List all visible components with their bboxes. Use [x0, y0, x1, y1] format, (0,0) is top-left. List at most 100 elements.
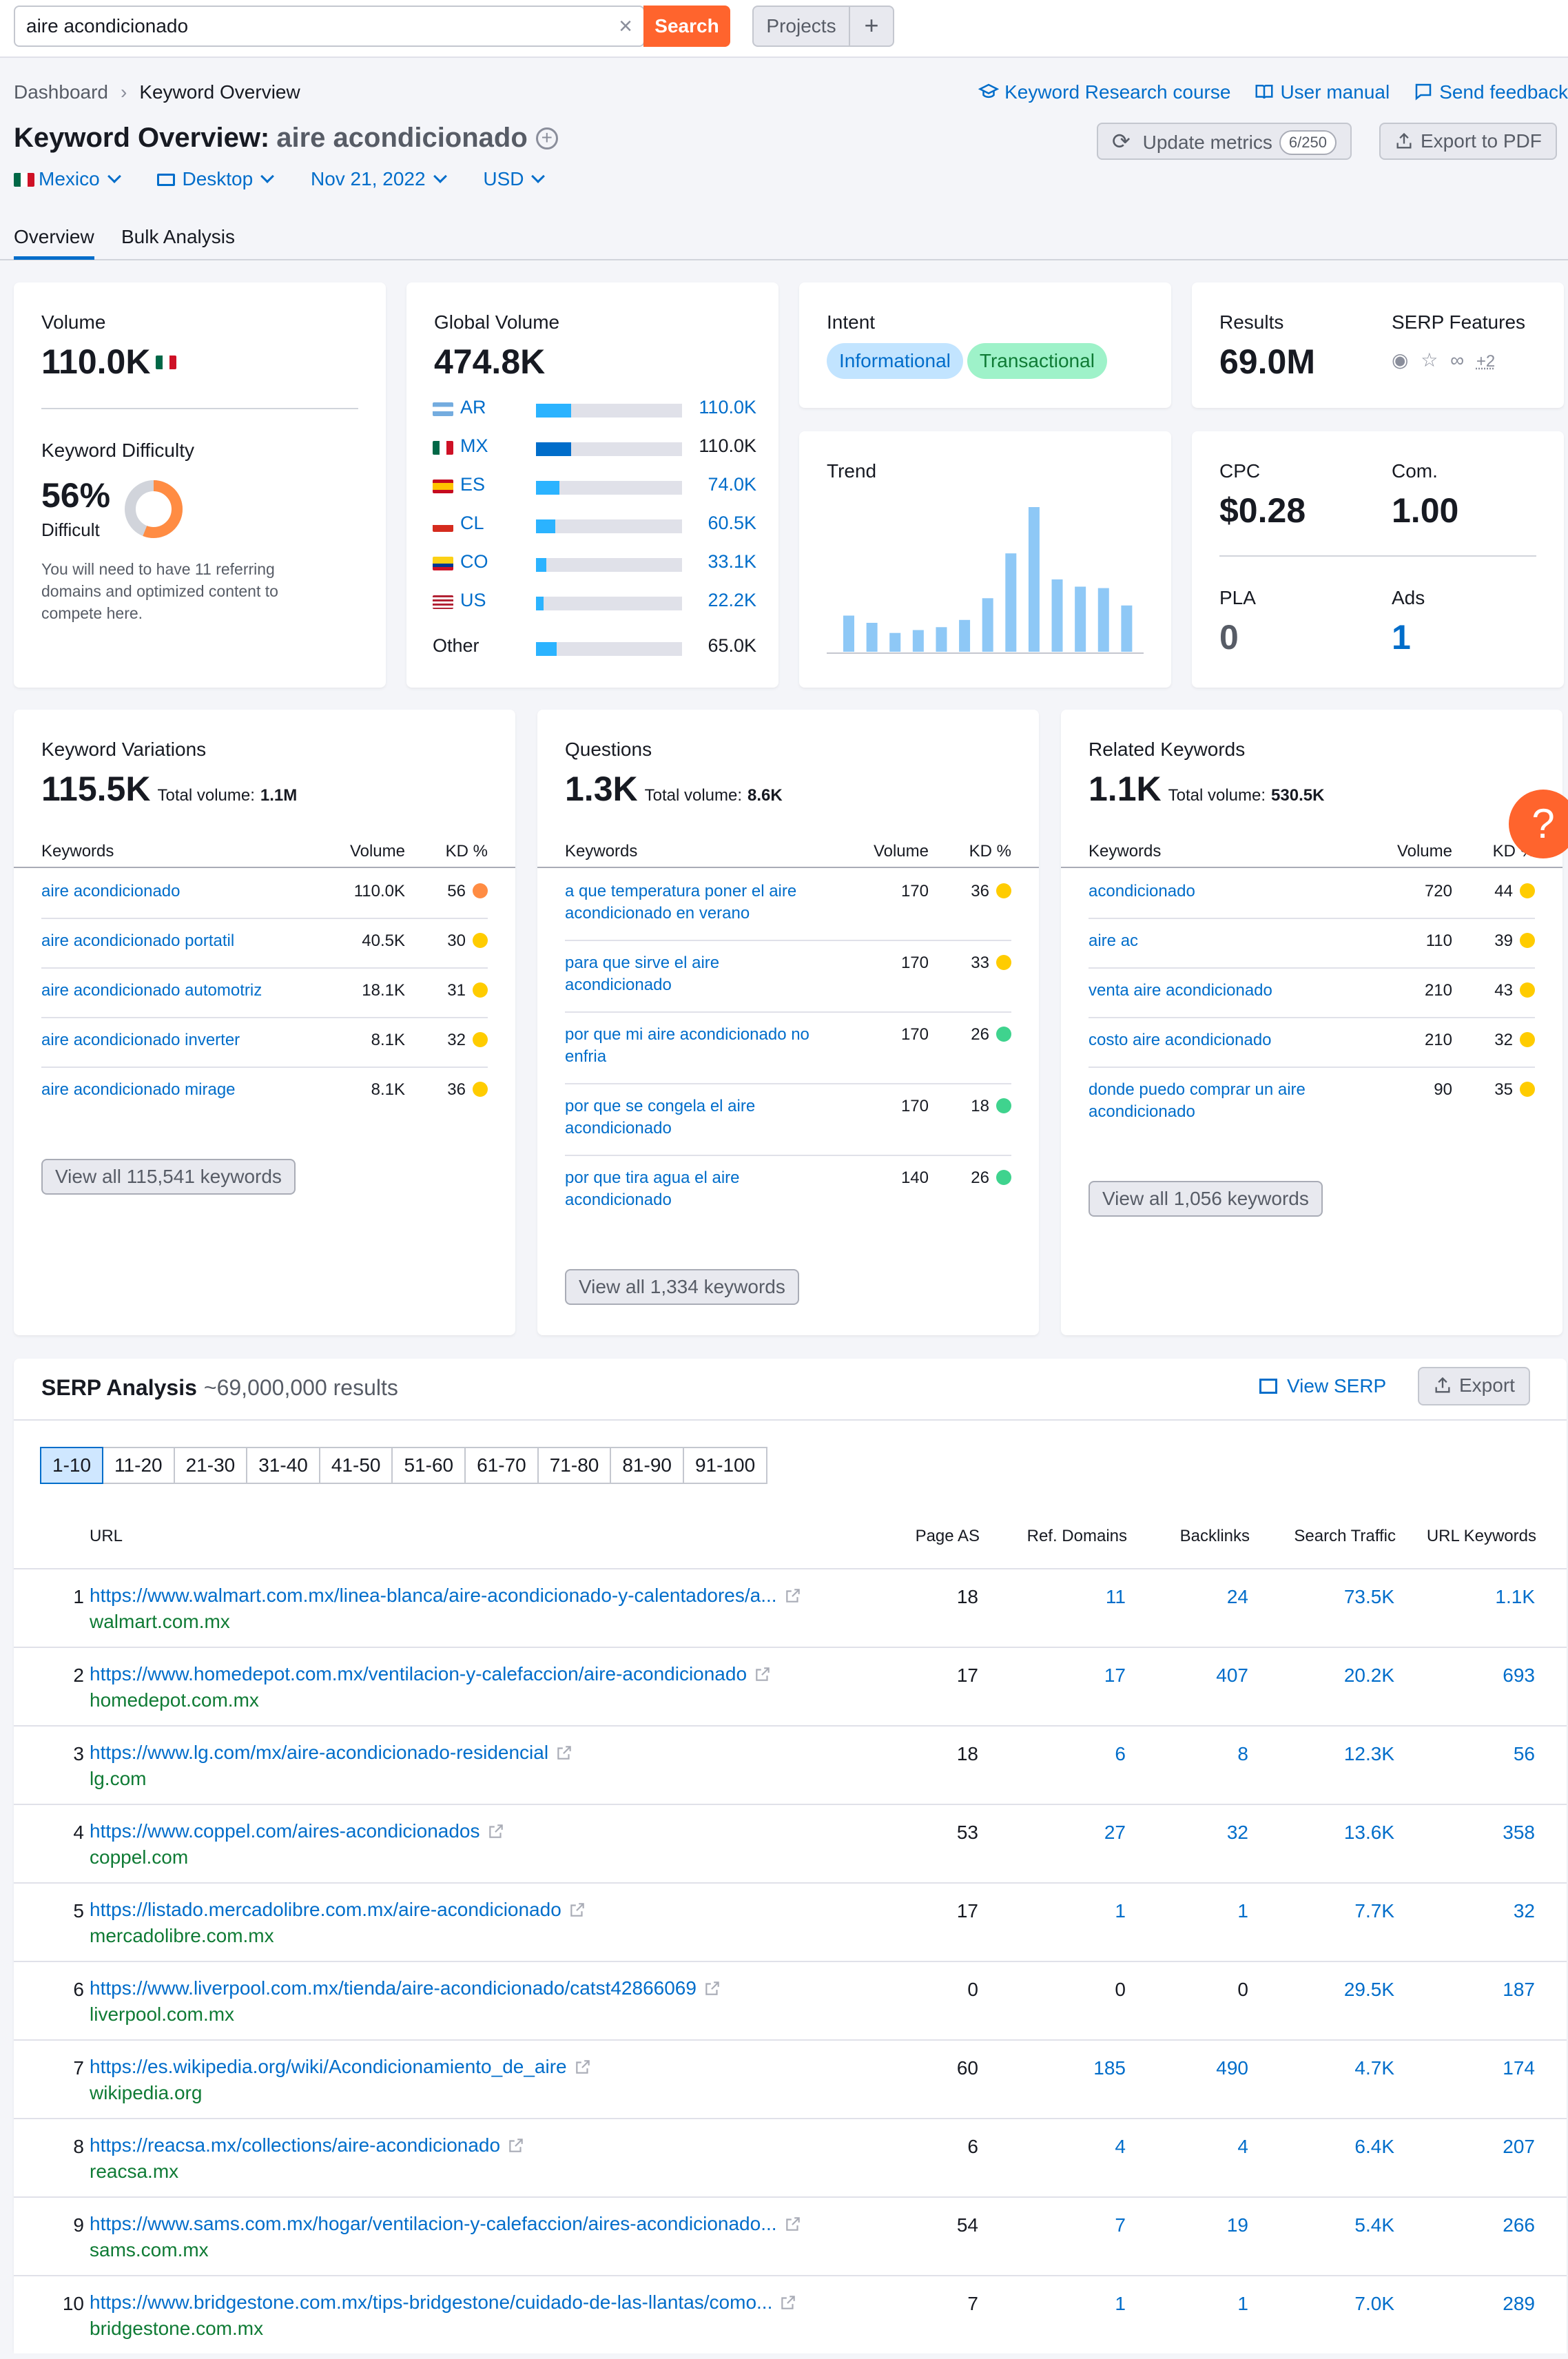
ads-value[interactable]: 1: [1392, 618, 1411, 657]
add-project-button[interactable]: +: [849, 6, 894, 47]
page-range-61-70[interactable]: 61-70: [464, 1447, 539, 1484]
trend-bar[interactable]: [1075, 586, 1086, 652]
page-range-31-40[interactable]: 31-40: [246, 1447, 320, 1484]
serp-url-keywords[interactable]: 56: [1513, 1743, 1535, 1764]
search-input[interactable]: [26, 12, 591, 40]
keyword-link[interactable]: venta aire acondicionado: [1089, 980, 1364, 1002]
location-pin-icon[interactable]: ◉: [1392, 349, 1409, 371]
keyword-variations-value[interactable]: 115.5K: [41, 770, 151, 808]
questions-value[interactable]: 1.3K: [565, 770, 638, 808]
serp-backlinks[interactable]: 1: [1237, 1900, 1248, 1922]
serp-search-traffic[interactable]: 29.5K: [1343, 1979, 1394, 2000]
trend-bar[interactable]: [843, 615, 854, 652]
serp-search-traffic[interactable]: 13.6K: [1343, 1822, 1394, 1843]
global-volume-row-mx[interactable]: MX 110.0K: [433, 435, 756, 463]
serp-backlinks[interactable]: 490: [1216, 2057, 1248, 2079]
add-to-list-icon[interactable]: +: [535, 127, 558, 150]
view-serp-button[interactable]: View SERP: [1259, 1375, 1386, 1397]
trend-bar[interactable]: [1005, 553, 1017, 652]
trend-bar[interactable]: [1121, 605, 1133, 652]
related-keywords-value[interactable]: 1.1K: [1089, 770, 1162, 808]
serp-export-button[interactable]: Export: [1418, 1367, 1530, 1405]
serp-search-traffic[interactable]: 4.7K: [1354, 2057, 1394, 2079]
page-range-41-50[interactable]: 41-50: [318, 1447, 393, 1484]
external-link-icon[interactable]: [574, 2058, 592, 2076]
external-link-icon[interactable]: [568, 1901, 586, 1919]
external-link-icon[interactable]: [487, 1822, 505, 1840]
trend-bar[interactable]: [1097, 588, 1109, 652]
serp-url-keywords[interactable]: 266: [1503, 2214, 1535, 2236]
serp-backlinks[interactable]: 1: [1237, 2293, 1248, 2314]
serp-url-keywords[interactable]: 1.1K: [1495, 1586, 1535, 1607]
external-link-icon[interactable]: [784, 1587, 802, 1605]
serp-url-link[interactable]: https://www.bridgestone.com.mx/tips-brid…: [90, 2291, 797, 2314]
col-search-traffic[interactable]: Search Traffic: [1294, 1527, 1396, 1545]
update-metrics-button[interactable]: ⟳ Update metrics 6/250: [1097, 123, 1352, 160]
keyword-link[interactable]: aire ac: [1089, 930, 1364, 952]
serp-search-traffic[interactable]: 7.7K: [1354, 1900, 1394, 1922]
search-button[interactable]: Search: [643, 6, 730, 47]
serp-ref-domains[interactable]: 1: [1115, 2293, 1126, 2314]
external-link-icon[interactable]: [507, 2136, 525, 2154]
view-all-questions-button[interactable]: View all 1,334 keywords: [565, 1269, 799, 1305]
serp-url-keywords[interactable]: 187: [1503, 1979, 1535, 2000]
view-all-related-button[interactable]: View all 1,056 keywords: [1089, 1181, 1323, 1217]
trend-bar[interactable]: [889, 632, 901, 652]
page-range-51-60[interactable]: 51-60: [391, 1447, 466, 1484]
user-manual-link[interactable]: User manual: [1254, 81, 1390, 103]
serp-url-link[interactable]: https://www.liverpool.com.mx/tienda/aire…: [90, 1977, 721, 1999]
serp-backlinks[interactable]: 24: [1226, 1586, 1248, 1607]
serp-features-more[interactable]: +2: [1476, 352, 1496, 371]
serp-backlinks[interactable]: 407: [1216, 1665, 1248, 1686]
page-range-71-80[interactable]: 71-80: [537, 1447, 612, 1484]
currency-select[interactable]: USD: [483, 168, 546, 189]
keyword-link[interactable]: por que tira agua el aire acondicionado: [565, 1167, 840, 1211]
keyword-link[interactable]: por que se congela el aire acondicionado: [565, 1095, 840, 1140]
serp-backlinks[interactable]: 19: [1226, 2214, 1248, 2236]
trend-bar[interactable]: [912, 630, 924, 652]
col-backlinks[interactable]: Backlinks: [1179, 1527, 1250, 1545]
serp-url-link[interactable]: https://reacsa.mx/collections/aire-acond…: [90, 2134, 525, 2156]
keyword-link[interactable]: donde puedo comprar un aire acondicionado: [1089, 1079, 1364, 1123]
serp-search-traffic[interactable]: 12.3K: [1343, 1743, 1394, 1764]
col-ref-domains[interactable]: Ref. Domains: [1027, 1527, 1127, 1545]
serp-url-link[interactable]: https://www.lg.com/mx/aire-acondicionado…: [90, 1742, 573, 1764]
send-feedback-link[interactable]: Send feedback: [1413, 81, 1568, 103]
serp-backlinks[interactable]: 4: [1237, 2136, 1248, 2157]
serp-url-link[interactable]: https://www.coppel.com/aires-acondiciona…: [90, 1820, 505, 1842]
keyword-link[interactable]: por que mi aire acondicionado no enfria: [565, 1024, 840, 1068]
date-select[interactable]: Nov 21, 2022: [311, 168, 447, 189]
serp-url-link[interactable]: https://www.homedepot.com.mx/ventilacion…: [90, 1663, 772, 1685]
device-select[interactable]: Desktop: [157, 168, 275, 189]
serp-url-keywords[interactable]: 207: [1503, 2136, 1535, 2157]
serp-url-link[interactable]: https://es.wikipedia.org/wiki/Acondicion…: [90, 2056, 592, 2078]
page-range-91-100[interactable]: 91-100: [682, 1447, 768, 1484]
global-volume-row-co[interactable]: CO 33.1K: [433, 551, 756, 579]
keyword-link[interactable]: aire acondicionado automotriz: [41, 980, 317, 1002]
serp-ref-domains[interactable]: 17: [1104, 1665, 1126, 1686]
serp-ref-domains[interactable]: 6: [1115, 1743, 1126, 1764]
serp-ref-domains[interactable]: 7: [1115, 2214, 1126, 2236]
keyword-link[interactable]: aire acondicionado: [41, 880, 317, 903]
trend-bar[interactable]: [936, 627, 947, 652]
serp-url-keywords[interactable]: 358: [1503, 1822, 1535, 1843]
serp-ref-domains[interactable]: 1: [1115, 1900, 1126, 1922]
serp-search-traffic[interactable]: 73.5K: [1343, 1586, 1394, 1607]
serp-backlinks[interactable]: 8: [1237, 1743, 1248, 1764]
page-range-81-90[interactable]: 81-90: [610, 1447, 684, 1484]
export-pdf-button[interactable]: Export to PDF: [1379, 123, 1557, 160]
trend-bar[interactable]: [1028, 507, 1040, 652]
serp-ref-domains[interactable]: 11: [1105, 1586, 1126, 1607]
page-range-11-20[interactable]: 11-20: [102, 1447, 175, 1484]
help-button[interactable]: ?: [1509, 790, 1568, 858]
keyword-link[interactable]: aire acondicionado inverter: [41, 1029, 317, 1051]
keyword-link[interactable]: costo aire acondicionado: [1089, 1029, 1364, 1051]
serp-ref-domains[interactable]: 27: [1104, 1822, 1126, 1843]
serp-ref-domains[interactable]: 185: [1093, 2057, 1126, 2079]
global-volume-row-cl[interactable]: CL 60.5K: [433, 513, 756, 540]
trend-bar[interactable]: [866, 623, 878, 652]
serp-ref-domains[interactable]: 4: [1115, 2136, 1126, 2157]
keyword-link[interactable]: a que temperatura poner el aire acondicio…: [565, 880, 840, 925]
trend-bar[interactable]: [982, 598, 993, 652]
external-link-icon[interactable]: [779, 2294, 797, 2311]
